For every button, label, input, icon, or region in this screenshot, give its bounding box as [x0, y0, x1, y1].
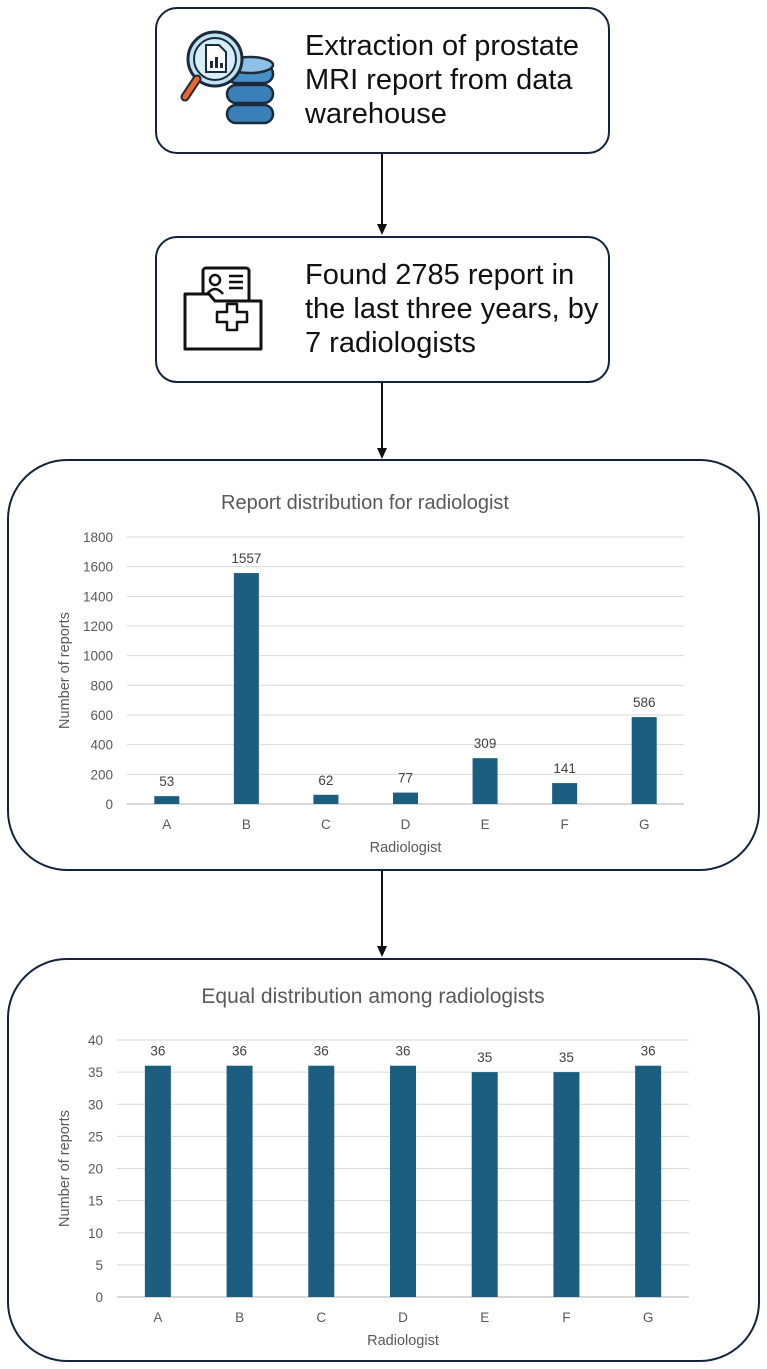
- bar-d: [390, 1065, 416, 1297]
- magnifier-database-icon: [179, 25, 279, 135]
- y-tick-label: 1000: [83, 649, 113, 664]
- data-label: 53: [159, 774, 174, 789]
- bar-f: [553, 1072, 580, 1297]
- y-tick-label: 30: [88, 1097, 103, 1112]
- bar-a: [154, 796, 180, 804]
- y-tick-label: 15: [88, 1194, 103, 1209]
- data-label: 36: [232, 1044, 247, 1059]
- chart-title: Report distribution for radiologist: [221, 492, 509, 514]
- chart-panel-report-distribution: Report distribution for radiologist 0 200 4…: [7, 459, 760, 871]
- bar-e: [471, 1072, 498, 1297]
- step-extraction-box: Extraction of prostate MRI report from d…: [155, 7, 610, 154]
- data-label: 141: [553, 761, 576, 776]
- y-tick-label: 1200: [83, 619, 113, 634]
- bar-b: [233, 573, 259, 804]
- step-extraction-text: Extraction of prostate MRI report from d…: [305, 29, 605, 131]
- bar-f: [552, 783, 578, 804]
- chart-title: Equal distribution among radiologists: [201, 985, 544, 1008]
- data-label: 36: [314, 1044, 329, 1059]
- arrow-connector: [377, 383, 387, 459]
- y-tick-label: 1600: [83, 560, 113, 575]
- x-tick-label: G: [643, 1310, 654, 1325]
- x-tick-label: B: [235, 1310, 244, 1325]
- x-axis-title: Radiologist: [367, 1333, 439, 1349]
- x-tick-label: C: [321, 817, 331, 832]
- bar-c: [308, 1065, 335, 1297]
- y-tick-label: 200: [90, 767, 113, 782]
- y-tick-label: 400: [90, 738, 113, 753]
- x-tick-label: E: [480, 1310, 489, 1325]
- y-tick-label: 800: [90, 678, 113, 693]
- step-extraction-line: Extraction of prostate: [305, 30, 580, 62]
- y-tick-label: 35: [88, 1065, 103, 1080]
- step-extraction-line: warehouse: [305, 98, 447, 130]
- y-tick-label: 5: [95, 1258, 103, 1273]
- x-tick-label: D: [401, 817, 411, 832]
- y-tick-label: 0: [95, 1290, 103, 1305]
- arrow-connector: [377, 154, 387, 235]
- x-tick-label: C: [316, 1310, 326, 1325]
- x-tick-label: E: [481, 817, 490, 832]
- data-label: 77: [398, 771, 413, 786]
- data-label: 36: [150, 1044, 165, 1059]
- data-label: 62: [318, 773, 333, 788]
- x-tick-label: B: [242, 817, 251, 832]
- y-tick-label: 1400: [83, 589, 113, 604]
- bar-g: [631, 717, 657, 804]
- step-found-line: Found 2785 report in: [305, 259, 575, 291]
- y-tick-label: 40: [88, 1033, 103, 1048]
- bar-a: [144, 1065, 171, 1297]
- bar-c: [313, 794, 339, 804]
- step-extraction-line: MRI report from data: [305, 64, 573, 96]
- data-label: 36: [395, 1044, 410, 1059]
- y-axis-title: Number of reports: [57, 1110, 73, 1227]
- step-found-text: Found 2785 report in the last three year…: [305, 258, 610, 360]
- x-tick-label: A: [162, 817, 171, 832]
- arrow-connector: [377, 871, 387, 957]
- x-tick-label: F: [562, 1310, 570, 1325]
- data-label: 36: [641, 1044, 656, 1059]
- x-tick-label: G: [639, 817, 650, 832]
- x-tick-label: A: [153, 1310, 162, 1325]
- y-tick-label: 10: [88, 1226, 103, 1241]
- y-tick-label: 0: [105, 797, 113, 812]
- x-tick-label: F: [561, 817, 569, 832]
- y-tick-label: 25: [88, 1129, 103, 1144]
- y-axis-title: Number of reports: [57, 612, 73, 729]
- y-tick-label: 20: [88, 1162, 103, 1177]
- data-label: 1557: [231, 551, 261, 566]
- x-axis-title: Radiologist: [370, 840, 442, 856]
- step-found-line: the last three years, by: [305, 293, 599, 325]
- data-label: 586: [633, 695, 656, 710]
- medical-folder-icon: [181, 260, 271, 355]
- step-found-box: Found 2785 report in the last three year…: [155, 236, 610, 383]
- bar-b: [226, 1065, 253, 1297]
- data-label: 309: [474, 736, 497, 751]
- data-label: 35: [559, 1050, 574, 1065]
- bar-e: [472, 758, 498, 804]
- y-tick-label: 1800: [83, 530, 113, 545]
- bar-d: [393, 792, 418, 804]
- x-tick-label: D: [398, 1310, 408, 1325]
- bar-chart-equal-distribution: Equal distribution among radiologists 0 5 1…: [57, 985, 689, 1349]
- chart-panel-equal-distribution: Equal distribution among radiologists 0 5 1…: [7, 958, 760, 1362]
- y-tick-label: 600: [90, 708, 113, 723]
- bar-g: [635, 1065, 662, 1297]
- step-found-line: 7 radiologists: [305, 327, 476, 359]
- data-label: 35: [477, 1050, 492, 1065]
- bar-chart-report-distribution: Report distribution for radiologist 0 200 4…: [57, 492, 684, 856]
